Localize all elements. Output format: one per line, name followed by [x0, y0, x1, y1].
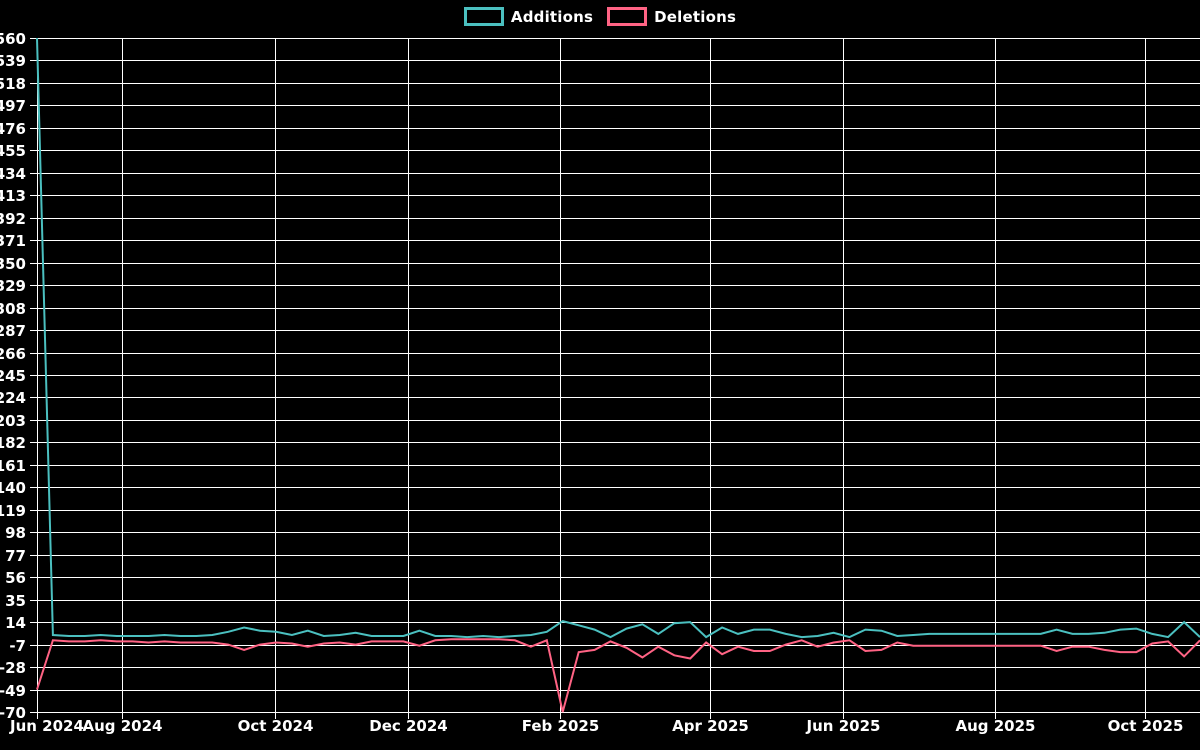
x-tick-label: Jun 2025 [806, 717, 881, 735]
additions-legend-swatch [463, 7, 504, 26]
y-tick-label: 497 [0, 97, 26, 115]
additions-legend-label: Additions [510, 7, 594, 26]
y-tick-label: 35 [5, 592, 26, 610]
y-tick-label: 539 [0, 52, 26, 70]
chart-legend: Additions Deletions [0, 7, 1200, 26]
x-tick-label: Jun 2024 [9, 717, 84, 735]
y-tick-label: 245 [0, 367, 26, 385]
y-tick-label: 371 [0, 232, 26, 250]
y-tick-label: 203 [0, 412, 26, 430]
x-tick-label: Aug 2024 [83, 717, 163, 735]
y-gridlines-and-labels: 560 539 518 497 476 455 434 413 392 371 350 329 308 2… [0, 30, 1200, 722]
y-tick-label: 182 [0, 434, 26, 452]
y-tick-label: 455 [0, 142, 26, 160]
y-tick-label: 224 [0, 389, 26, 407]
y-tick-label: -70 [0, 704, 26, 722]
y-tick-label: 350 [0, 255, 26, 273]
y-tick-label: 329 [0, 277, 26, 295]
y-tick-label: 434 [0, 165, 26, 183]
y-tick-label: 266 [0, 345, 26, 363]
deletions-legend-swatch [607, 7, 648, 26]
legend-item-additions[interactable]: Additions [463, 7, 594, 26]
x-tick-label: Aug 2025 [956, 717, 1036, 735]
x-tick-label: Oct 2024 [238, 717, 314, 735]
y-tick-label: -28 [0, 659, 26, 677]
x-tick-label: Apr 2025 [672, 717, 749, 735]
y-tick-label: -7 [9, 637, 26, 655]
deletions-legend-label: Deletions [654, 7, 737, 26]
y-tick-label: 392 [0, 210, 26, 228]
deletions-line [36, 638, 1200, 713]
legend-item-deletions[interactable]: Deletions [607, 7, 736, 26]
y-tick-label: 308 [0, 300, 26, 318]
y-tick-label: 77 [5, 547, 26, 565]
y-tick-label: 518 [0, 75, 26, 93]
y-tick-label: 161 [0, 457, 26, 475]
y-tick-label: 476 [0, 120, 26, 138]
y-tick-label: 287 [0, 322, 26, 340]
x-tick-label: Oct 2025 [1108, 717, 1184, 735]
y-tick-label: 56 [5, 569, 26, 587]
y-tick-label: 140 [0, 479, 26, 497]
y-tick-label: 560 [0, 30, 26, 48]
y-tick-label: -49 [0, 682, 26, 700]
y-tick-label: 119 [0, 502, 26, 520]
x-tick-label: Dec 2024 [369, 717, 448, 735]
y-tick-label: 413 [0, 187, 26, 205]
x-tick-label: Feb 2025 [522, 717, 600, 735]
additions-line [36, 37, 1200, 639]
y-tick-label: 98 [5, 524, 26, 542]
y-tick-label: 14 [5, 614, 26, 632]
